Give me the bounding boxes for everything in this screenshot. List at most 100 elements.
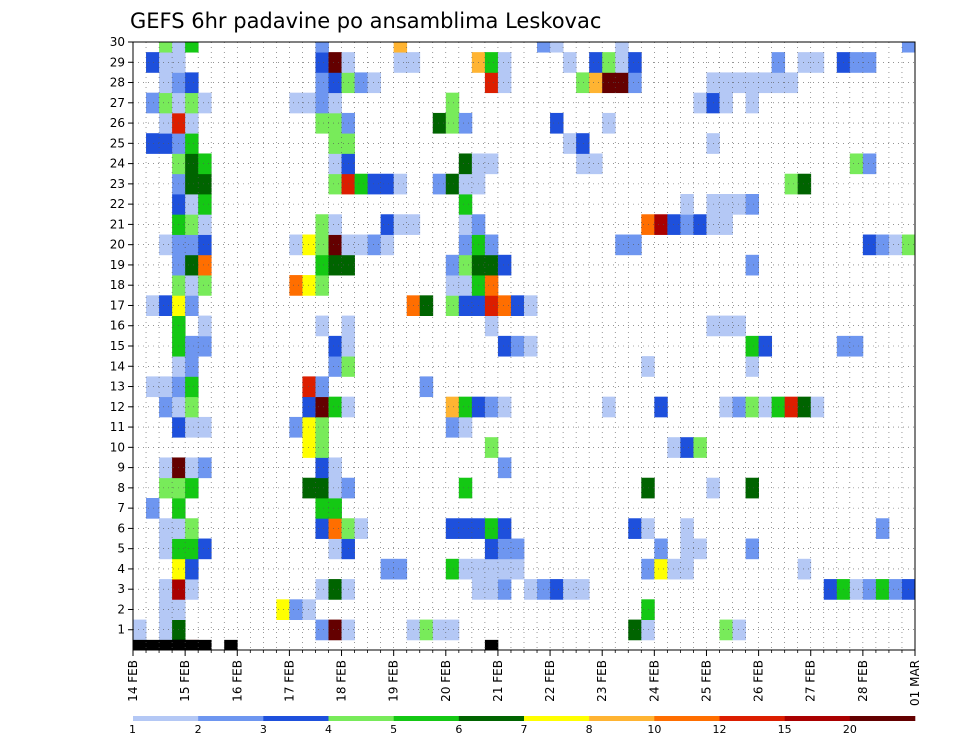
colorbar-label: 3 bbox=[260, 723, 267, 736]
heatmap-cell bbox=[445, 558, 460, 580]
heatmap-cell bbox=[497, 396, 512, 418]
heatmap-cell bbox=[732, 396, 746, 418]
y-tick-label: 13 bbox=[110, 380, 125, 394]
colorbar-swatch bbox=[328, 716, 394, 721]
heatmap-cell bbox=[576, 133, 590, 154]
heatmap-cell bbox=[745, 72, 759, 94]
heatmap-cell bbox=[393, 42, 408, 53]
heatmap-cell bbox=[302, 92, 316, 114]
heatmap-cell bbox=[146, 133, 160, 154]
colorbar-label: 20 bbox=[843, 723, 857, 736]
y-tick-label: 3 bbox=[117, 582, 125, 596]
heatmap-cell bbox=[589, 153, 603, 175]
heatmap-cell bbox=[315, 92, 329, 114]
heatmap-cell bbox=[693, 214, 707, 235]
x-tick-label: 01 MAR bbox=[908, 660, 922, 706]
colorbar-swatch bbox=[524, 716, 590, 721]
y-tick-label: 10 bbox=[110, 440, 125, 454]
y-tick-label: 12 bbox=[110, 400, 125, 414]
heatmap-cell bbox=[185, 173, 199, 195]
y-tick-label: 28 bbox=[110, 76, 125, 90]
heatmap-cell bbox=[732, 619, 746, 641]
y-tick-label: 14 bbox=[110, 359, 125, 373]
heatmap-cell bbox=[497, 518, 512, 539]
heatmap-cell bbox=[615, 234, 629, 256]
heatmap-cell bbox=[445, 396, 460, 418]
heatmap-cell bbox=[198, 538, 212, 560]
heatmap-cell bbox=[563, 133, 577, 154]
heatmap-cell bbox=[732, 72, 746, 94]
heatmap-cell bbox=[315, 518, 329, 539]
heatmap-cell bbox=[589, 52, 603, 73]
heatmap-cell bbox=[458, 112, 473, 134]
heatmap-cell bbox=[484, 275, 499, 296]
colorbar-label: 4 bbox=[325, 723, 332, 736]
y-tick-label: 18 bbox=[110, 278, 125, 292]
heatmap-cell bbox=[146, 498, 160, 519]
x-tick-label: 15 FEB bbox=[178, 660, 192, 702]
heatmap-cell bbox=[198, 639, 212, 650]
y-tick-label: 25 bbox=[110, 136, 125, 150]
heatmap-cell bbox=[784, 396, 799, 418]
heatmap-cell bbox=[497, 457, 512, 479]
colorbar-swatch bbox=[784, 716, 851, 721]
x-tick-label: 19 FEB bbox=[387, 660, 401, 702]
heatmap-cell bbox=[354, 72, 368, 94]
x-tick-label: 26 FEB bbox=[752, 660, 766, 702]
heatmap-cell bbox=[172, 42, 186, 53]
y-tick-label: 4 bbox=[117, 562, 125, 576]
heatmap-cell bbox=[888, 579, 903, 600]
heatmap-cell bbox=[797, 52, 812, 73]
heatmap-cell bbox=[185, 518, 199, 539]
heatmap-cell bbox=[810, 52, 825, 73]
colorbar-label: 15 bbox=[778, 723, 792, 736]
heatmap-cell bbox=[328, 72, 342, 94]
heatmap-cell bbox=[719, 396, 733, 418]
heatmap-cell bbox=[185, 477, 199, 499]
heatmap-cell bbox=[419, 295, 434, 316]
heatmap-cell bbox=[745, 335, 759, 357]
x-tick-label: 21 FEB bbox=[491, 660, 505, 702]
heatmap-cell bbox=[328, 92, 342, 114]
heatmap-cell bbox=[458, 194, 473, 215]
heatmap-cell bbox=[510, 538, 525, 560]
heatmap-cell bbox=[458, 214, 473, 235]
heatmap-cell bbox=[693, 92, 707, 114]
heatmap-cell bbox=[380, 214, 395, 235]
colorbar-label: 6 bbox=[455, 723, 462, 736]
heatmap-cell bbox=[393, 558, 408, 580]
colorbar-swatch bbox=[198, 716, 264, 721]
colorbar-label: 12 bbox=[713, 723, 727, 736]
heatmap-cell bbox=[445, 112, 460, 134]
heatmap-cell bbox=[654, 558, 668, 580]
heatmap-cell bbox=[849, 153, 864, 175]
heatmap-cell bbox=[185, 254, 199, 276]
heatmap-cell bbox=[159, 599, 173, 620]
heatmap-cell bbox=[758, 396, 773, 418]
heatmap-cell bbox=[198, 92, 212, 114]
y-tick-label: 9 bbox=[117, 461, 125, 475]
heatmap-cell bbox=[159, 396, 173, 418]
heatmap-cell bbox=[550, 42, 564, 53]
heatmap-cell bbox=[563, 52, 577, 73]
heatmap-cell bbox=[654, 538, 668, 560]
heatmap-cell bbox=[367, 72, 382, 94]
heatmap-cell bbox=[185, 234, 199, 256]
heatmap-cell bbox=[732, 315, 746, 337]
y-tick-label: 16 bbox=[110, 319, 125, 333]
heatmap-cell bbox=[328, 477, 342, 499]
heatmap-cell bbox=[380, 173, 395, 195]
heatmap-cell bbox=[784, 173, 799, 195]
y-tick-label: 6 bbox=[117, 521, 125, 535]
heatmap-cell bbox=[328, 335, 342, 357]
heatmap-cell bbox=[315, 275, 329, 296]
heatmap-cell bbox=[393, 214, 408, 235]
x-tick-label: 23 FEB bbox=[595, 660, 609, 702]
heatmap-cell bbox=[654, 214, 668, 235]
colorbar-swatch bbox=[133, 716, 199, 721]
heatmap-cell bbox=[159, 112, 173, 134]
heatmap-cell bbox=[289, 416, 303, 438]
heatmap-cell bbox=[484, 639, 499, 650]
heatmap-cell bbox=[328, 52, 342, 73]
heatmap-cell bbox=[432, 112, 447, 134]
